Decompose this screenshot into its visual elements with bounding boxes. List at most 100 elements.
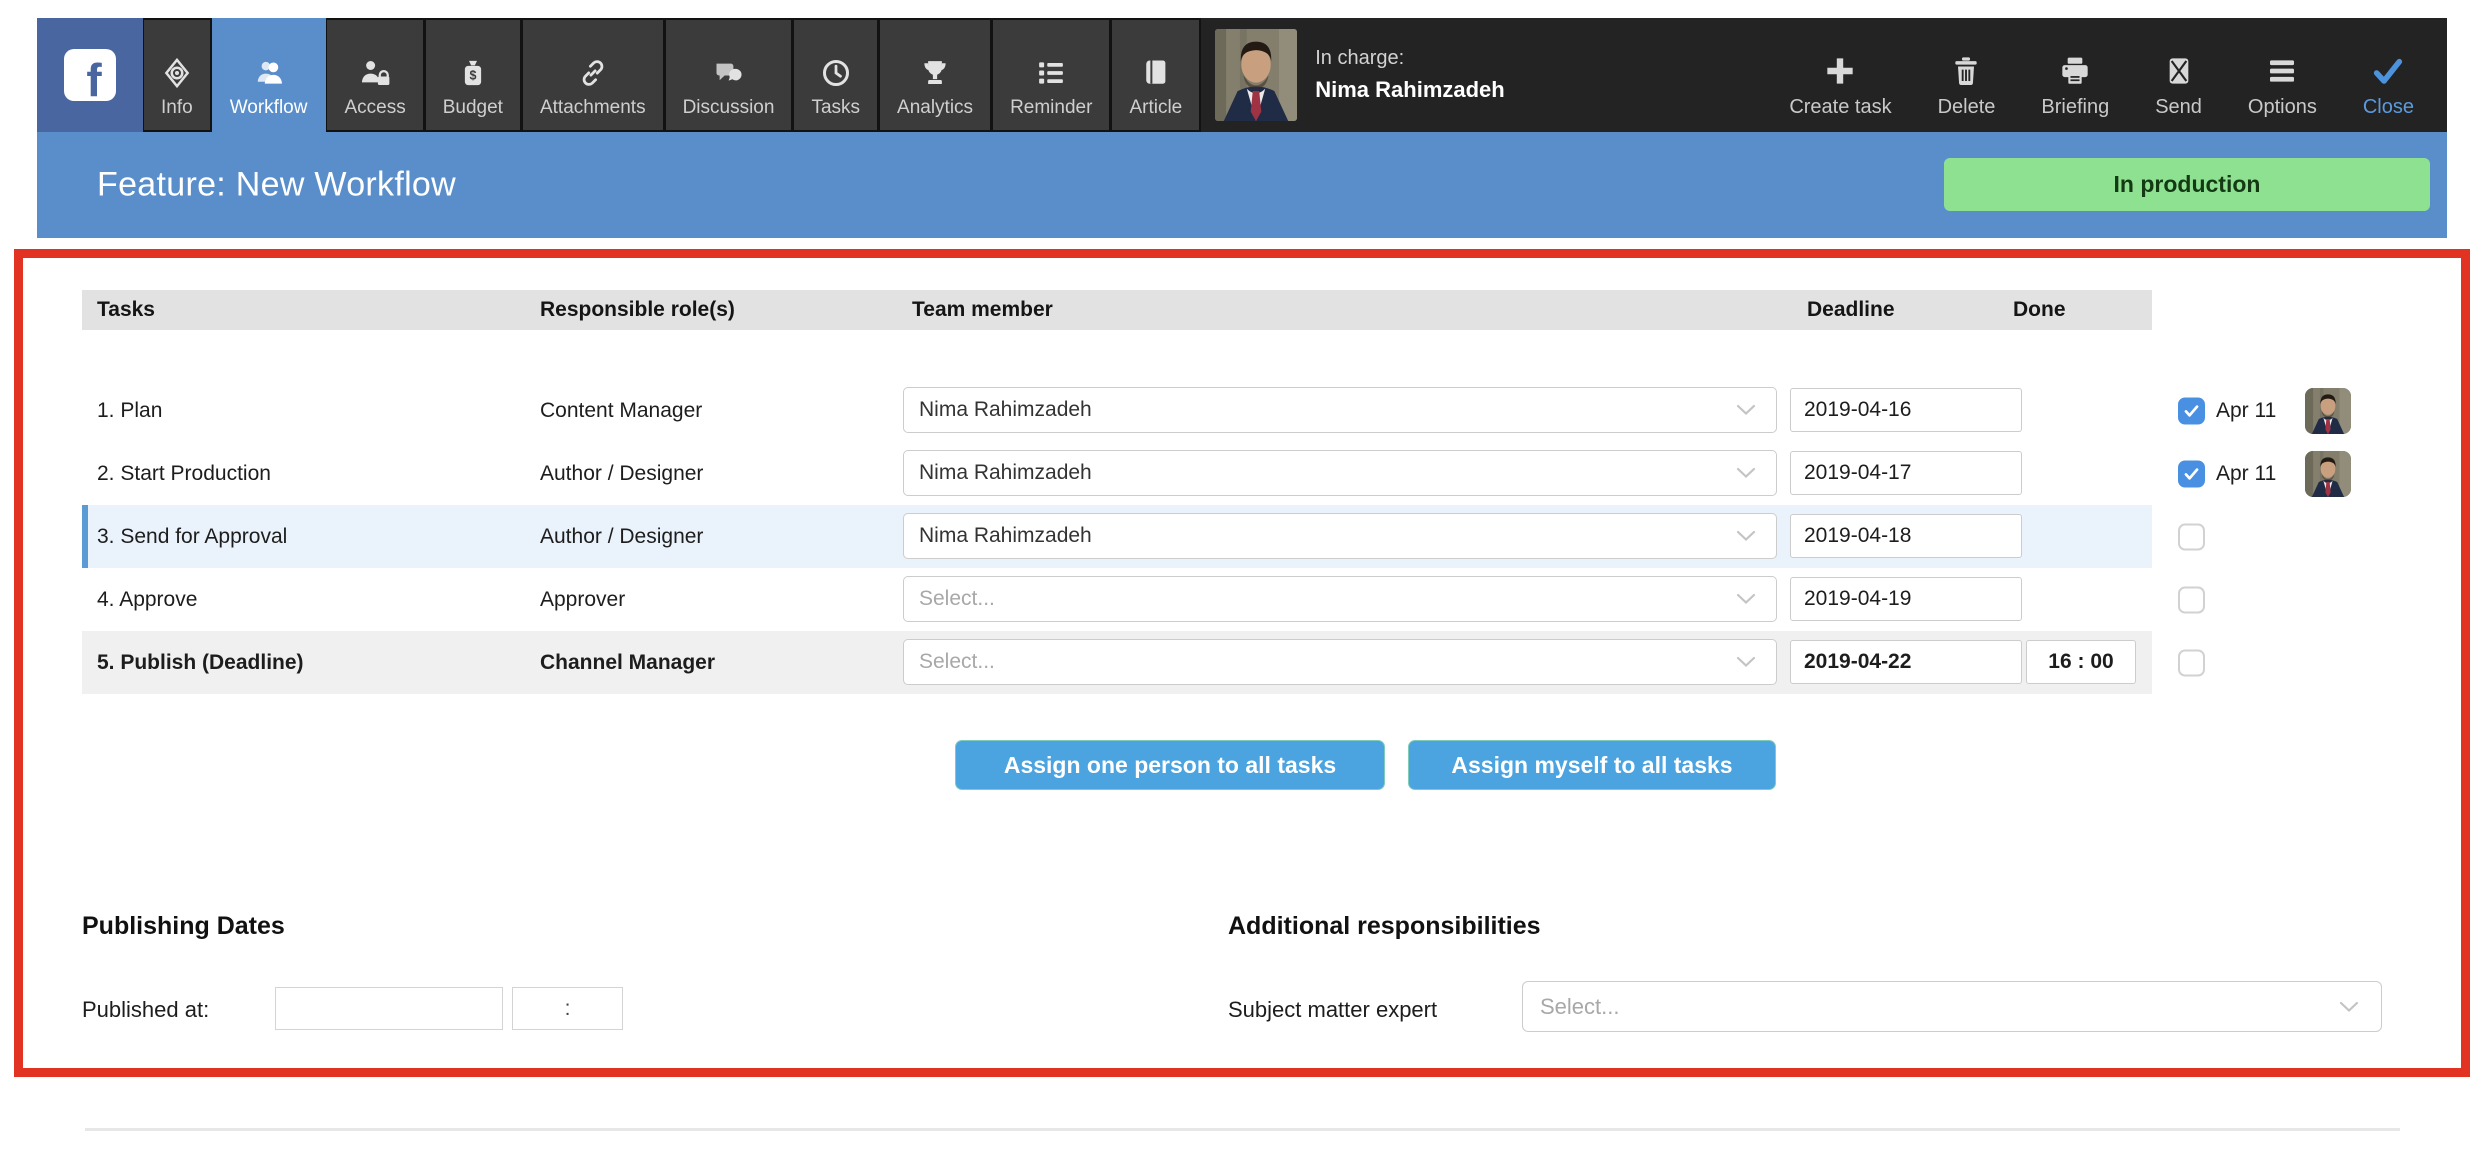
tab-attachments[interactable]: Attachments (521, 18, 665, 132)
chevron-down-icon (2339, 1001, 2359, 1012)
trash-icon (1955, 57, 1978, 86)
money-bag-icon: $ (464, 60, 481, 86)
printer-icon (2062, 57, 2088, 84)
deadline-input[interactable]: 2019-04-19 (1790, 577, 2022, 621)
table-row: 2. Start Production Author / Designer Ni… (82, 442, 2351, 505)
page-header: Feature: New Workflow In production (37, 132, 2447, 238)
target-icon (164, 58, 190, 88)
column-header-done: Done (2013, 298, 2066, 321)
status-badge[interactable]: In production (1944, 158, 2430, 211)
deadline-input[interactable]: 2019-04-16 (1790, 388, 2022, 432)
task-label: 2. Start Production (97, 461, 271, 485)
trophy-icon (924, 61, 946, 84)
in-charge-label: In charge: (1315, 47, 1405, 69)
table-row-deadline: 5. Publish (Deadline) Channel Manager Se… (82, 631, 2205, 694)
task-label: 4. Approve (97, 587, 198, 611)
team-member-select[interactable]: Select... (903, 576, 1777, 622)
plus-icon (1827, 58, 1854, 84)
people-icon (257, 61, 282, 84)
done-checkbox[interactable] (2178, 649, 2205, 676)
svg-text:$: $ (469, 69, 476, 83)
role-label: Author / Designer (540, 524, 704, 548)
assign-one-person-button[interactable]: Assign one person to all tasks (955, 740, 1385, 790)
subject-matter-expert-label: Subject matter expert (1228, 997, 1438, 1022)
published-time-input[interactable]: : (512, 987, 623, 1030)
page-title: Feature: New Workflow (97, 165, 456, 204)
tab-reminder[interactable]: Reminder (992, 18, 1112, 132)
table-row: 1. Plan Content Manager Nima Rahimzadeh … (82, 379, 2351, 442)
column-header-role: Responsible role(s) (540, 298, 735, 321)
deadline-time-input[interactable]: 16 : 00 (2026, 640, 2136, 684)
check-icon (2184, 404, 2199, 417)
team-member-select[interactable]: Nima Rahimzadeh (903, 450, 1777, 496)
tab-label: Discussion (682, 97, 775, 118)
link-icon (582, 60, 604, 86)
done-by-avatar (2305, 387, 2351, 434)
role-label: Approver (540, 587, 626, 611)
column-header-member: Team member (912, 298, 1053, 321)
tab-article[interactable]: Article (1111, 18, 1202, 132)
facebook-icon: f (64, 49, 116, 101)
tab-label: Article (1129, 97, 1183, 118)
team-member-select[interactable]: Nima Rahimzadeh (903, 387, 1777, 433)
tab-tasks[interactable]: Tasks (793, 18, 880, 132)
table-header: Tasks Responsible role(s) Team member De… (82, 290, 2152, 330)
tab-label: Reminder (1010, 97, 1093, 118)
options-button[interactable]: Options (2225, 18, 2340, 132)
send-button[interactable]: Send (2132, 18, 2225, 132)
in-charge-name: Nima Rahimzadeh (1315, 77, 1505, 102)
deadline-input[interactable]: 2019-04-17 (1790, 451, 2022, 495)
tab-info[interactable]: Info (143, 18, 212, 132)
chevron-down-icon (1736, 593, 1756, 605)
toolbar-tabs: Info Workflow Access $ Budget Attachment… (143, 18, 1202, 132)
book-icon (1146, 60, 1166, 84)
close-button[interactable]: Close (2340, 18, 2437, 132)
publishing-dates-heading: Publishing Dates (82, 912, 285, 940)
menu-bars-icon (2270, 60, 2295, 82)
chevron-down-icon (1736, 530, 1756, 542)
chevron-down-icon (1736, 656, 1756, 668)
chat-bubbles-icon (716, 63, 742, 81)
deadline-input[interactable]: 2019-04-22 (1790, 640, 2022, 684)
assign-myself-button[interactable]: Assign myself to all tasks (1408, 740, 1776, 790)
check-icon (2184, 467, 2199, 480)
role-label: Author / Designer (540, 461, 704, 485)
team-member-select[interactable]: Select... (903, 639, 1777, 685)
done-checkbox[interactable] (2178, 397, 2205, 424)
subject-matter-expert-select[interactable]: Select... (1522, 981, 2382, 1032)
envelope-icon (2169, 58, 2188, 84)
tab-label: Analytics (897, 97, 974, 118)
done-date: Apr 11 (2216, 461, 2277, 485)
table-row: 4. Approve Approver Select... 2019-04-19 (82, 568, 2205, 631)
clock-icon (822, 60, 849, 86)
tab-analytics[interactable]: Analytics (879, 18, 993, 132)
column-header-deadline: Deadline (1807, 298, 1895, 321)
tab-budget[interactable]: $ Budget (424, 18, 522, 132)
done-by-avatar (2305, 450, 2351, 497)
tab-label: Access (344, 97, 406, 118)
tab-label: Budget (442, 97, 503, 118)
done-checkbox[interactable] (2178, 523, 2205, 550)
create-task-button[interactable]: Create task (1766, 18, 1914, 132)
facebook-channel-tile[interactable]: f (37, 18, 143, 132)
deadline-input[interactable]: 2019-04-18 (1790, 514, 2022, 558)
tab-discussion[interactable]: Discussion (664, 18, 794, 132)
team-member-select[interactable]: Nima Rahimzadeh (903, 513, 1777, 559)
tab-workflow[interactable]: Workflow (211, 18, 327, 132)
delete-button[interactable]: Delete (1915, 18, 2019, 132)
task-label: 1. Plan (97, 398, 163, 422)
done-checkbox[interactable] (2178, 586, 2205, 613)
in-charge-block: In charge: Nima Rahimzadeh (1215, 18, 1505, 132)
in-charge-avatar (1215, 29, 1298, 121)
published-date-input[interactable] (275, 987, 503, 1030)
tab-access[interactable]: Access (326, 18, 425, 132)
published-at-label: Published at: (82, 997, 210, 1022)
briefing-button[interactable]: Briefing (2018, 18, 2132, 132)
chevron-down-icon (1736, 467, 1756, 479)
tab-label: Info (161, 97, 193, 118)
user-lock-icon (361, 61, 390, 85)
column-header-tasks: Tasks (97, 298, 155, 321)
table-row-active: 3. Send for Approval Author / Designer N… (82, 505, 2205, 568)
done-checkbox[interactable] (2178, 460, 2205, 487)
